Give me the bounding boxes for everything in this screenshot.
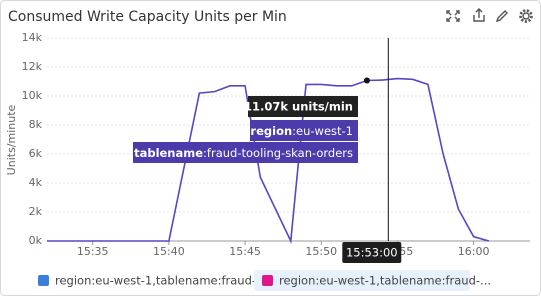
tooltip-tag-bg: [250, 120, 358, 141]
y-tick-label: 4k: [29, 176, 43, 189]
x-tick-label: 15:45: [229, 245, 261, 258]
legend-item[interactable]: region:eu-west-1,tablename:fraud-...: [254, 270, 491, 291]
y-tick-label: 6k: [29, 147, 43, 160]
y-tick-label: 14k: [22, 31, 43, 44]
share-icon[interactable]: [473, 8, 485, 22]
tooltip-tag-sep: :: [292, 124, 296, 138]
settings-icon[interactable]: [519, 9, 533, 23]
y-tick-label: 12k: [22, 60, 43, 73]
tooltip-tag-value: eu-west-1: [296, 124, 353, 138]
tooltip-tag-key: region: [250, 124, 292, 138]
hover-point: [363, 77, 370, 84]
x-tick-label: 15:35: [77, 245, 109, 258]
tooltip-tag-bg: [133, 142, 358, 163]
legend-highlight: [254, 270, 470, 291]
legend-item[interactable]: region:eu-west-1,tablename:fraud-...: [38, 274, 267, 288]
crosshair-label-bg: [342, 242, 402, 263]
expand-icon[interactable]: [446, 10, 460, 22]
y-tick-label: 0k: [29, 234, 43, 247]
legend-label: region:eu-west-1,tablename:fraud-...: [279, 274, 491, 288]
y-tick-label: 8k: [29, 118, 43, 131]
tooltip-tag: tablename:fraud-tooling-skan-orders: [134, 146, 353, 160]
plot: 0k 2k 4k 6k 8k 10k 12k 14k 15:35 15:40 15:45 15:50 1…: [22, 31, 530, 263]
tooltip-value: 11.07k units/min: [244, 100, 353, 114]
legend-swatch: [38, 275, 49, 286]
legend-label: region:eu-west-1,tablename:fraud-...: [55, 274, 267, 288]
tooltip-tag-value: fraud-tooling-skan-orders: [207, 146, 353, 160]
x-tick-label: 15:50: [305, 245, 337, 258]
chart-title: Consumed Write Capacity Units per Min: [8, 9, 287, 25]
tooltip-value-bg: [248, 96, 358, 117]
tooltip-tag-sep: :: [203, 146, 207, 160]
series-line: [47, 77, 490, 244]
tooltip-tag: region:eu-west-1: [250, 124, 353, 138]
y-tick-label: 10k: [22, 89, 43, 102]
edit-icon[interactable]: [495, 10, 508, 23]
tooltip-tag-key: tablename: [134, 146, 203, 160]
toolbar: [446, 8, 533, 23]
y-axis-label: Units/minute: [5, 104, 18, 175]
crosshair-label: 15:53:00: [346, 246, 398, 260]
x-tick-label: 15:40: [153, 245, 185, 258]
y-tick-label: 2k: [29, 205, 43, 218]
legend-swatch: [262, 275, 273, 286]
x-tick-label: 16:00: [458, 245, 490, 258]
